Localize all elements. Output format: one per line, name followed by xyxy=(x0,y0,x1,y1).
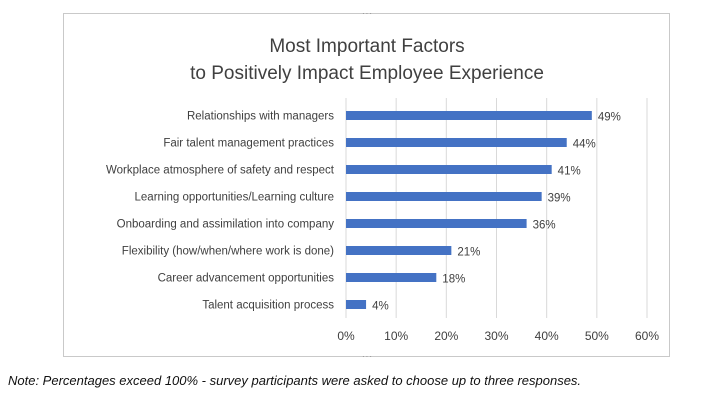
data-label: 49% xyxy=(598,112,621,124)
bar-chart: Most Important Factors to Positively Impa… xyxy=(106,36,659,343)
resize-handle-bottom[interactable]: ··· xyxy=(362,352,373,361)
bars xyxy=(346,111,592,309)
chart-frame[interactable]: ··· ··· Most Important Factors to Positiv… xyxy=(63,9,670,361)
bar xyxy=(346,192,542,201)
x-tick-label: 30% xyxy=(484,329,508,343)
x-tick-label: 40% xyxy=(535,329,559,343)
bar xyxy=(346,138,567,147)
bar xyxy=(346,165,552,174)
data-label: 18% xyxy=(442,274,465,286)
data-label: 21% xyxy=(457,247,480,259)
bar xyxy=(346,300,367,309)
bar xyxy=(346,219,527,228)
category-label: Flexibility (how/when/where work is done… xyxy=(122,246,334,258)
data-label: 41% xyxy=(558,166,581,178)
category-label: Learning opportunities/Learning culture xyxy=(135,192,334,204)
value-labels: 49% 44% 41% 39% 36% 21% 18% 4% xyxy=(372,112,621,313)
resize-handle-top[interactable]: ··· xyxy=(362,9,373,18)
data-label: 39% xyxy=(548,193,571,205)
category-label: Onboarding and assimilation into company xyxy=(117,219,335,231)
data-label: 36% xyxy=(533,220,556,232)
data-label: 44% xyxy=(573,139,596,151)
chart-title-line: Most Important Factors xyxy=(269,36,464,57)
category-label: Workplace atmosphere of safety and respe… xyxy=(106,165,335,177)
footnote: Note: Percentages exceed 100% - survey p… xyxy=(8,373,582,388)
x-tick-label: 0% xyxy=(337,329,355,343)
chart-title-line: to Positively Impact Employee Experience xyxy=(190,63,544,84)
x-tick-labels: 0% 10% 20% 30% 40% 50% 60% xyxy=(337,329,659,343)
x-tick-label: 50% xyxy=(585,329,609,343)
bar xyxy=(346,111,592,120)
data-label: 4% xyxy=(372,301,389,313)
category-label: Talent acquisition process xyxy=(202,300,334,312)
category-label: Relationships with managers xyxy=(187,111,334,123)
gridlines xyxy=(345,98,648,318)
x-tick-label: 60% xyxy=(635,329,659,343)
category-labels: Relationships with managers Fair talent m… xyxy=(106,111,335,312)
x-tick-label: 20% xyxy=(434,329,458,343)
category-label: Career advancement opportunities xyxy=(158,273,335,285)
x-tick-label: 10% xyxy=(384,329,408,343)
bar xyxy=(346,273,437,282)
category-label: Fair talent management practices xyxy=(163,138,334,150)
bar xyxy=(346,246,452,255)
chart-title: Most Important Factors to Positively Impa… xyxy=(190,36,544,84)
